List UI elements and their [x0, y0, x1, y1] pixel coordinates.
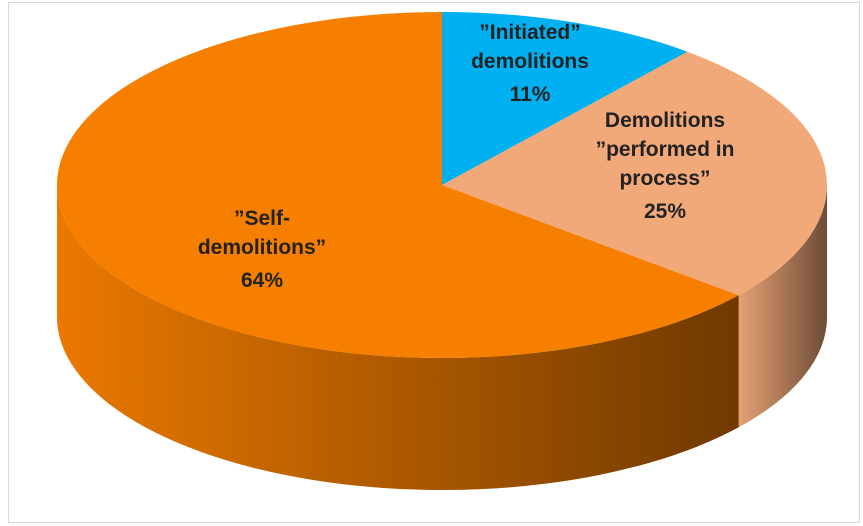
category-label: ”Initiated” demolitions: [471, 21, 589, 73]
pie-slice: [442, 12, 688, 185]
value-label: 64%: [240, 269, 284, 292]
category-label: Demolitions ”performed in process”: [595, 109, 735, 190]
slice-label: Demolitions ”performed in process” 25%: [573, 106, 758, 226]
pie-side-shade: [57, 185, 739, 490]
slice-label: ”Self-demolitions” 64%: [187, 204, 337, 295]
pie-slice: [56, 12, 739, 358]
value-label: 11%: [509, 83, 551, 106]
pie-slice: [442, 51, 828, 296]
value-label: 25%: [643, 200, 687, 223]
slice-label: ”Initiated” demolitions 11%: [435, 18, 625, 109]
category-label: ”Self-demolitions”: [197, 207, 327, 259]
pie-side-shade: [738, 185, 827, 428]
chart-frame: [8, 2, 860, 523]
